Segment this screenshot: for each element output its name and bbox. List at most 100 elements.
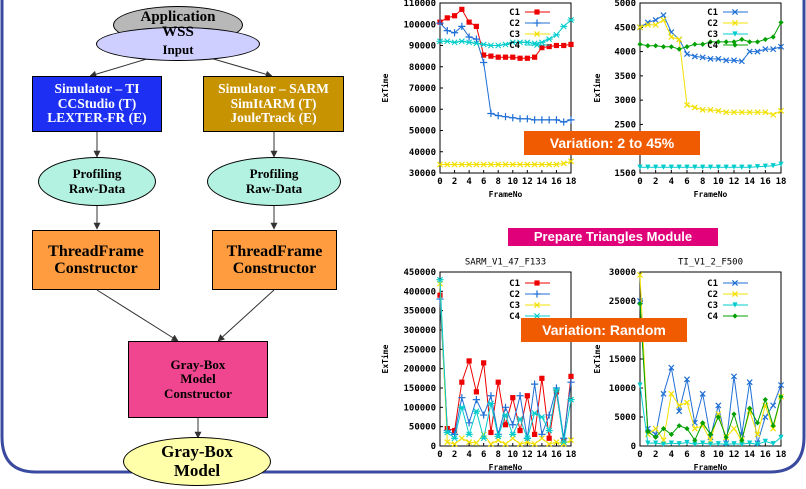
legend-label: C2 [707, 19, 718, 29]
data-point [502, 441, 509, 448]
data-point [444, 15, 450, 21]
data-point [531, 410, 539, 417]
data-point [644, 21, 651, 28]
data-point [738, 109, 745, 116]
data-point [762, 109, 769, 116]
data-point [762, 163, 768, 169]
y-tick-label: 200000 [403, 365, 436, 375]
chart-4: TI_V1_2_F5000500010000150002000025000300… [592, 258, 786, 472]
data-point [480, 161, 487, 168]
data-point [567, 437, 575, 444]
data-point [487, 42, 495, 49]
threadframe-left-box: ThreadFrame Constructor [32, 230, 160, 290]
x-tick-label: 14 [744, 450, 755, 460]
data-point [723, 164, 729, 170]
data-point [546, 435, 552, 441]
data-point [699, 54, 706, 61]
x-tick-label: 2 [452, 450, 457, 460]
data-point [450, 29, 459, 37]
data-point [762, 438, 768, 444]
data-point [567, 17, 575, 23]
data-point [652, 425, 659, 432]
x-tick-label: 12 [729, 450, 740, 460]
data-point [553, 42, 560, 49]
x-tick-label: 16 [551, 177, 562, 187]
data-point [509, 161, 516, 168]
y-tick-label: 110000 [403, 0, 436, 9]
data-point [762, 397, 768, 403]
data-point [567, 158, 575, 165]
legend-label: C4 [707, 41, 718, 51]
data-point [676, 164, 682, 170]
x-tick-label: 14 [744, 177, 755, 187]
data-point [510, 54, 516, 60]
graybox-constructor-line3: Constructor [164, 385, 232, 401]
threadframe-right-line2: Constructor [232, 260, 317, 277]
data-point [552, 116, 561, 124]
data-point [731, 164, 737, 170]
data-point [770, 46, 777, 53]
graybox-model-line1: Gray-Box [161, 442, 233, 462]
input-label: Input [162, 41, 194, 57]
legend-label: C1 [509, 8, 520, 18]
threadframe-right-box: ThreadFrame Constructor [212, 230, 337, 290]
data-point [707, 55, 714, 62]
profiling-left-node: Profiling Raw-Data [38, 157, 156, 206]
data-point [707, 441, 714, 447]
y-tick-label: 1500 [614, 169, 636, 179]
x-tick-label: 6 [481, 450, 486, 460]
module-title-tag: Prepare Triangles Module [508, 228, 718, 246]
data-point [645, 440, 651, 446]
data-point [524, 55, 530, 61]
data-point [715, 402, 722, 409]
simulator-ti-tool: CCStudio (T) [57, 95, 137, 111]
legend-label: C2 [509, 290, 520, 300]
data-point [553, 161, 560, 168]
data-point [488, 53, 494, 59]
data-point [754, 431, 761, 438]
legend-label: C4 [509, 312, 520, 322]
data-point [531, 441, 538, 448]
legend-marker [731, 8, 739, 16]
data-point [538, 116, 546, 124]
data-point [637, 164, 643, 170]
x-tick-label: 2 [653, 177, 658, 187]
series-C3: C3 [637, 30, 784, 170]
legend-label: C3 [707, 30, 718, 40]
data-point [531, 380, 539, 388]
data-point [523, 39, 531, 46]
data-point [730, 373, 738, 380]
data-point [546, 43, 552, 50]
data-point [444, 439, 451, 446]
data-point [517, 161, 524, 168]
legend-label: C3 [509, 30, 520, 40]
data-point [754, 109, 761, 116]
wss-label-wrap: WSS [113, 23, 243, 41]
y-tick-label: 0 [431, 442, 436, 452]
y-tick-label: 50000 [409, 127, 436, 137]
y-tick-label: 3000 [614, 96, 636, 106]
data-point [539, 45, 545, 51]
data-point [676, 423, 682, 429]
data-point [762, 413, 769, 421]
data-point [683, 376, 691, 383]
wss-label: WSS [162, 23, 194, 40]
y-tick-label: 100000 [403, 20, 436, 30]
series-line-C4 [439, 279, 572, 443]
data-point [451, 427, 458, 434]
data-point [645, 164, 651, 170]
y-tick-label: 250000 [403, 345, 436, 355]
legend-marker [732, 31, 738, 37]
x-tick-label: 10 [713, 450, 724, 460]
x-tick-label: 4 [669, 450, 675, 460]
series-C2: C2 [436, 19, 575, 126]
x-tick-label: 0 [637, 177, 642, 187]
data-point [739, 437, 745, 443]
data-point [692, 441, 698, 447]
data-point [700, 440, 706, 446]
data-point [458, 38, 466, 45]
legend-marker [732, 302, 738, 308]
y-tick-label: 40000 [409, 148, 436, 158]
y-tick-label: 10000 [609, 384, 636, 394]
